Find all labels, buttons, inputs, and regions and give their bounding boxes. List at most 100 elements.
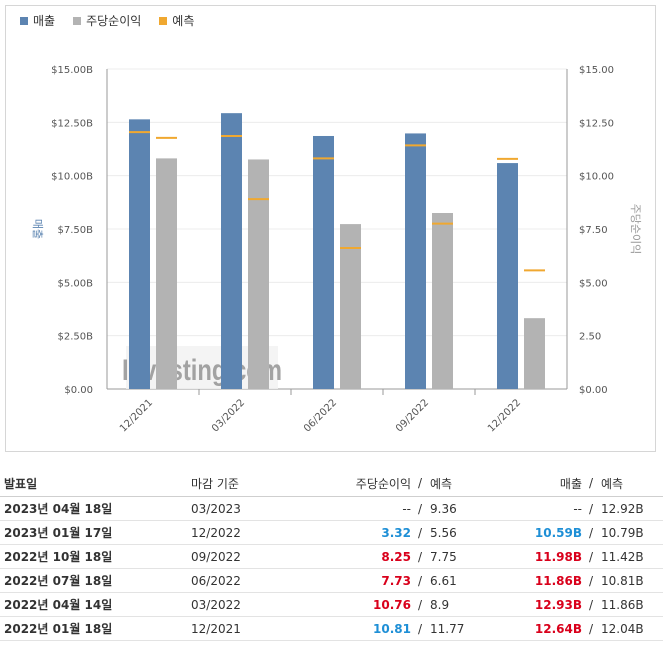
table-row: 2022년 10월 18일 09/2022 8.25/7.75 11.98B/11.4… [0,544,663,569]
row-period: 06/2022 [187,568,341,593]
row-revenue: 12.64B [502,616,585,641]
row-eps: 7.73 [341,568,414,593]
table-row: 2022년 07월 18일 06/2022 7.73/6.61 11.86B/10.8… [0,568,663,593]
row-revenue: -- [502,496,585,521]
x-tick-label: 03/2022 [210,397,247,434]
bar-eps [340,224,361,389]
table-row: 2023년 04월 18일 03/2023 --/9.36 --/12.92B [0,496,663,521]
y-right-tick-label: $10.00 [579,172,614,183]
x-tick-label: 06/2022 [302,397,339,434]
y-right-tick-label: $12.50 [579,118,614,129]
table-row: 2022년 01월 18일 12/2021 10.81/11.77 12.64B/12… [0,616,663,641]
legend-label-forecast: 예측 [172,14,195,28]
row-date: 2022년 04월 14일 [0,592,187,617]
header-period[interactable]: 마감 기준 [187,470,341,497]
y-left-tick-label: $0.00 [64,385,93,396]
y-right-tick-label: $0.00 [579,385,608,396]
row-eps: -- [341,496,414,521]
header-revenue[interactable]: 매출 [502,470,585,497]
row-slash: / [585,496,597,521]
row-revenue-forecast: 12.04B [597,616,663,641]
header-revenue-forecast[interactable]: 예측 [597,470,663,497]
row-slash: / [585,616,597,641]
row-eps-forecast: 8.9 [426,592,502,617]
table-body: 2023년 04월 18일 03/2023 --/9.36 --/12.92B 2023… [0,496,663,641]
row-period: 03/2023 [187,496,341,521]
bar-revenue [497,163,518,389]
row-slash: / [414,592,426,617]
y-right-tick-label: 2.50 [579,332,601,343]
table-row: 2023년 01월 17일 12/2022 3.32/5.56 10.59B/10.7… [0,520,663,545]
x-tick-label: 12/2022 [486,397,523,434]
table-header-row: 발표일 마감 기준 주당순이익 / 예측 매출 / 예측 [0,470,663,497]
row-eps-forecast: 9.36 [426,496,502,521]
row-revenue-forecast: 11.42B [597,544,663,569]
row-period: 12/2022 [187,520,341,545]
row-eps-forecast: 6.61 [426,568,502,593]
legend-item-revenue[interactable]: 매출 [20,12,55,29]
row-slash: / [585,520,597,545]
legend-swatch-revenue [20,16,28,25]
row-date: 2022년 10월 18일 [0,544,187,569]
y-left-tick-label: $5.00B [58,278,94,289]
row-eps-forecast: 7.75 [426,544,502,569]
row-eps-forecast: 5.56 [426,520,502,545]
row-date: 2022년 01월 18일 [0,616,187,641]
y-left-tick-label: $15.00B [51,65,93,76]
chart-svg: $0.00 $0.00 $2.50B 2.50 $5.00B $5.00 $7.50B $7.… [31,65,642,434]
y-right-tick-label: $15.00 [579,65,614,76]
y-right-axis-title: 주당순이익 [629,204,642,255]
earnings-table-wrap: 발표일 마감 기준 주당순이익 / 예측 매출 / 예측 2023년 04월 1… [0,470,663,641]
y-left-axis-title: 매출 [31,219,44,239]
bar-revenue [129,119,150,389]
header-eps[interactable]: 주당순이익 [341,470,414,497]
bar-revenue [313,135,334,389]
row-date: 2023년 01월 17일 [0,520,187,545]
row-slash: / [414,496,426,521]
row-revenue-forecast: 11.86B [597,592,663,617]
header-date[interactable]: 발표일 [0,470,187,497]
header-slash-1: / [414,470,426,497]
row-revenue: 12.93B [502,592,585,617]
legend-swatch-eps [73,16,82,25]
legend-label-eps: 주당순이익 [86,14,142,28]
legend-swatch-forecast [159,16,168,25]
y-right-tick-label: $5.00 [579,278,608,289]
y-left-tick-label: $10.00B [51,172,93,183]
earnings-table: 발표일 마감 기준 주당순이익 / 예측 매출 / 예측 2023년 04월 1… [0,470,663,641]
row-eps: 10.76 [341,592,414,617]
legend-item-eps[interactable]: 주당순이익 [73,12,141,29]
row-eps: 10.81 [341,616,414,641]
row-period: 09/2022 [187,544,341,569]
bar-eps [524,318,545,389]
x-tick-label: 09/2022 [394,397,431,434]
x-tick-label: 12/2021 [118,397,155,434]
row-revenue-forecast: 10.81B [597,568,663,593]
bar-eps [248,159,269,389]
row-eps: 3.32 [341,520,414,545]
bar-revenue [221,113,242,389]
y-left-tick-label: $12.50B [51,118,93,129]
y-left-tick-label: $7.50B [58,225,94,236]
header-slash-2: / [585,470,597,497]
row-period: 03/2022 [187,592,341,617]
row-revenue-forecast: 10.79B [597,520,663,545]
row-period: 12/2021 [187,616,341,641]
chart-legend: 매출 주당순이익 예측 [20,12,194,29]
bar-revenue [405,133,426,389]
row-slash: / [585,544,597,569]
row-date: 2023년 04월 18일 [0,496,187,521]
row-slash: / [414,616,426,641]
row-slash: / [414,544,426,569]
row-eps: 8.25 [341,544,414,569]
row-slash: / [585,592,597,617]
row-slash: / [414,568,426,593]
row-revenue-forecast: 12.92B [597,496,663,521]
legend-item-forecast[interactable]: 예측 [159,12,194,29]
header-eps-forecast[interactable]: 예측 [426,470,502,497]
table-row: 2022년 04월 14일 03/2022 10.76/8.9 12.93B/11.8… [0,592,663,617]
y-left-tick-label: $2.50B [58,332,94,343]
row-revenue: 11.98B [502,544,585,569]
row-slash: / [585,568,597,593]
row-revenue: 10.59B [502,520,585,545]
